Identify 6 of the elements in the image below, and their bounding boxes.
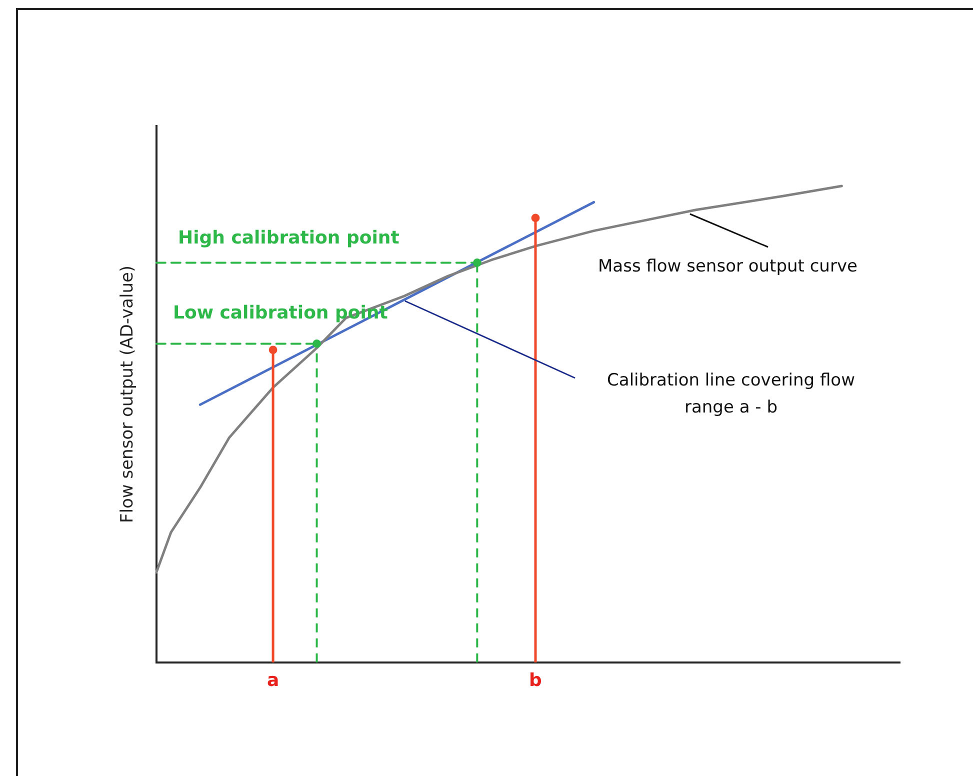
- x-tick-label: a: [266, 670, 280, 691]
- annotation: Mass flow sensor output curve: [598, 256, 858, 276]
- y-axis-title: Flow sensor output (AD-value): [118, 265, 138, 523]
- annotation: High calibration point: [178, 228, 400, 249]
- annotation: Calibration line covering flow range a - b: [607, 370, 856, 418]
- x-tick-label: b: [529, 670, 542, 691]
